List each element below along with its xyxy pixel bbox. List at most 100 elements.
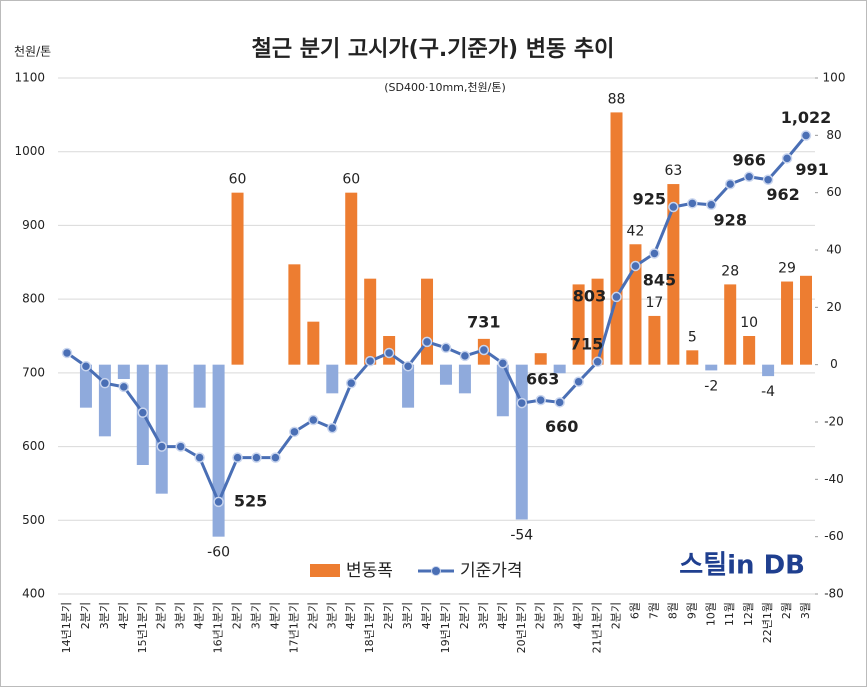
price-marker (80, 360, 92, 372)
bar (610, 112, 623, 365)
bar (212, 364, 225, 537)
price-marker (743, 171, 755, 183)
bar (705, 364, 718, 371)
bar (193, 364, 206, 408)
x-tick-label: 20년1분기 (515, 602, 528, 653)
price-value-label: 925 (633, 190, 666, 209)
price-marker (800, 130, 812, 141)
x-tick-label: 3분기 (553, 602, 566, 629)
price-marker (308, 414, 319, 426)
bar (724, 284, 737, 365)
price-marker (687, 198, 698, 209)
x-tick-label: 2분기 (382, 602, 395, 629)
price-marker (630, 260, 641, 272)
y2-tick-label: 20 (826, 300, 841, 314)
x-tick-label: 19년1분기 (439, 602, 452, 653)
bar (79, 364, 92, 408)
price-marker (402, 360, 414, 372)
price-marker (611, 291, 622, 303)
bar-value-label: -2 (704, 378, 718, 394)
x-tick-label: 2월 (780, 602, 793, 619)
x-tick-label: 4분기 (572, 602, 585, 629)
price-value-label: 966 (732, 150, 765, 169)
legend-label: 변동폭 (346, 561, 393, 581)
y2-tick-label: 100 (823, 71, 846, 85)
bar (326, 364, 339, 394)
bar (762, 364, 775, 377)
price-marker (175, 441, 186, 452)
bar-value-label: 63 (664, 163, 682, 179)
x-tick-label: 22년1월 (761, 602, 774, 643)
price-marker (251, 452, 262, 463)
x-tick-label: 14년1분기 (60, 602, 73, 653)
x-tick-label: 4분기 (268, 602, 281, 629)
price-value-label: 845 (643, 270, 676, 289)
y-tick-label: 1000 (14, 144, 45, 158)
bar-value-label: -4 (761, 384, 775, 400)
y2-tick-label: 80 (826, 128, 841, 142)
x-tick-label: 2분기 (458, 602, 471, 629)
x-tick-label: 2분기 (610, 602, 623, 629)
price-marker (535, 394, 546, 406)
x-tick-label: 3분기 (249, 602, 262, 629)
y-tick-label: 700 (22, 365, 45, 379)
price-marker (61, 347, 73, 359)
bar (629, 244, 642, 365)
x-tick-label: 12월 (742, 602, 755, 626)
x-tick-label: 2분기 (155, 602, 168, 629)
price-marker (364, 355, 376, 367)
x-tick-label: 6월 (628, 602, 641, 619)
x-tick-label: 4분기 (117, 602, 130, 629)
x-tick-label: 15년1분기 (136, 602, 149, 653)
chart-title: 철근 분기 고시가(구.기준가) 변동 추이 (252, 37, 615, 62)
price-marker (327, 422, 338, 434)
price-marker (156, 441, 167, 452)
price-marker (478, 344, 490, 356)
price-marker (554, 397, 565, 408)
y2-tick-label: -20 (824, 415, 844, 429)
price-marker (762, 174, 774, 185)
bar (743, 336, 756, 365)
x-tick-label: 3분기 (98, 602, 111, 629)
bar-value-label: 60 (342, 172, 360, 188)
x-tick-label: 2분기 (231, 602, 244, 629)
x-tick-label: 18년1분기 (363, 602, 376, 653)
bar (402, 364, 415, 408)
price-marker (383, 347, 395, 359)
x-tick-label: 3분기 (477, 602, 490, 629)
price-marker (137, 407, 149, 418)
price-marker (421, 336, 433, 348)
x-tick-label: 9월 (685, 602, 698, 619)
y-tick-label: 400 (22, 587, 45, 601)
y2-tick-label: -40 (824, 472, 844, 486)
bar-value-label: 10 (740, 315, 758, 331)
x-tick-label: 7월 (647, 602, 660, 619)
price-value-label: 525 (234, 491, 267, 510)
x-tick-label: 17년1분기 (287, 602, 300, 653)
price-marker (592, 356, 603, 368)
x-tick-label: 4분기 (420, 602, 433, 629)
price-marker (706, 199, 717, 211)
y-tick-label: 900 (22, 218, 45, 232)
bar-value-label: 5 (688, 329, 697, 345)
bar (686, 350, 699, 365)
price-marker (270, 452, 281, 463)
x-tick-label: 21년1분기 (591, 602, 604, 653)
bar (591, 278, 604, 365)
bar (781, 281, 794, 365)
bar-value-label: 42 (627, 223, 645, 239)
y-tick-label: 1100 (14, 71, 45, 85)
price-value-label: 731 (467, 313, 500, 332)
bar-value-label: -60 (207, 545, 230, 561)
price-marker (345, 377, 357, 389)
x-tick-label: 3분기 (325, 602, 338, 629)
price-value-label: 928 (714, 210, 747, 229)
chart-subtitle: (SD400·10mm,천원/톤) (384, 80, 506, 94)
bar (98, 364, 111, 437)
price-marker (289, 426, 300, 438)
y2-tick-label: 0 (830, 357, 838, 371)
y2-tick-label: -60 (824, 529, 844, 543)
bar-value-label: -54 (510, 527, 533, 543)
x-tick-label: 11월 (723, 602, 736, 626)
